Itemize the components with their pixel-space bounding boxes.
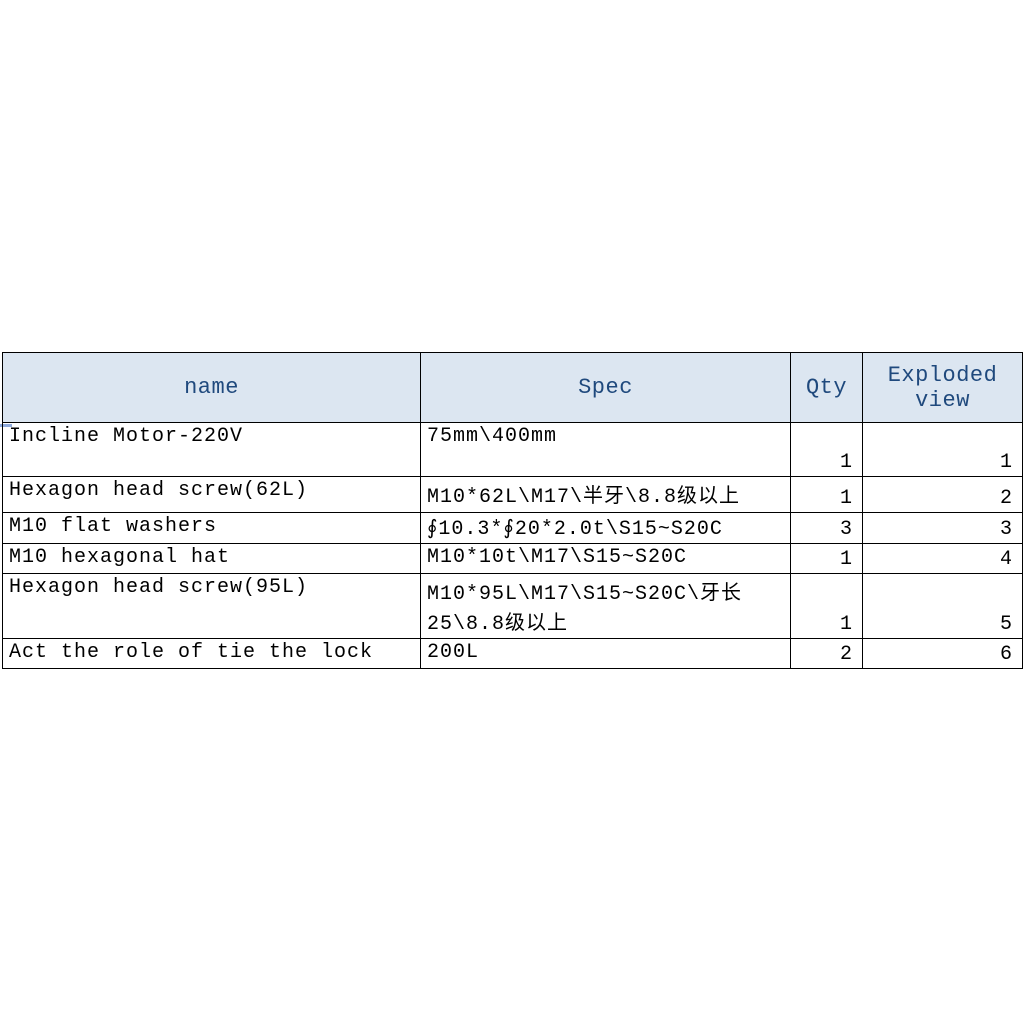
header-qty: Qty (791, 353, 863, 423)
cell-qty: 1 (791, 574, 863, 639)
cell-name: Act the role of tie the lock (3, 639, 421, 669)
header-spec: Spec (421, 353, 791, 423)
cell-spec: M10*10t\M17\S15~S20C (421, 544, 791, 574)
table-body: Incline Motor-220V 75mm\400mm 1 1 Hexago… (3, 423, 1023, 669)
cell-spec: 200L (421, 639, 791, 669)
table-row: Hexagon head screw(62L) M10*62L\M17\半牙\8… (3, 477, 1023, 513)
header-view: Exploded view (863, 353, 1023, 423)
cell-spec: M10*95L\M17\S15~S20C\牙长25\8.8级以上 (421, 574, 791, 639)
header-name: name (3, 353, 421, 423)
parts-table-container: name Spec Qty Exploded view Incline Moto… (2, 352, 1022, 669)
cell-view: 5 (863, 574, 1023, 639)
header-row: name Spec Qty Exploded view (3, 353, 1023, 423)
cell-name: Hexagon head screw(95L) (3, 574, 421, 639)
cell-name: M10 flat washers (3, 513, 421, 544)
cell-spec: ∮10.3*∮20*2.0t\S15~S20C (421, 513, 791, 544)
cell-view: 1 (863, 423, 1023, 477)
table-row: M10 hexagonal hat M10*10t\M17\S15~S20C 1… (3, 544, 1023, 574)
cell-view: 2 (863, 477, 1023, 513)
table-head: name Spec Qty Exploded view (3, 353, 1023, 423)
cell-spec: 75mm\400mm (421, 423, 791, 477)
cell-qty: 3 (791, 513, 863, 544)
cell-name: M10 hexagonal hat (3, 544, 421, 574)
cell-name: Incline Motor-220V (3, 423, 421, 477)
parts-table: name Spec Qty Exploded view Incline Moto… (2, 352, 1023, 669)
cell-qty: 1 (791, 423, 863, 477)
cell-view: 6 (863, 639, 1023, 669)
table-row: Incline Motor-220V 75mm\400mm 1 1 (3, 423, 1023, 477)
cell-view: 3 (863, 513, 1023, 544)
table-row: Hexagon head screw(95L) M10*95L\M17\S15~… (3, 574, 1023, 639)
cell-view: 4 (863, 544, 1023, 574)
table-row: Act the role of tie the lock 200L 2 6 (3, 639, 1023, 669)
cell-qty: 1 (791, 477, 863, 513)
cell-name: Hexagon head screw(62L) (3, 477, 421, 513)
cell-qty: 1 (791, 544, 863, 574)
table-row: M10 flat washers ∮10.3*∮20*2.0t\S15~S20C… (3, 513, 1023, 544)
cell-spec: M10*62L\M17\半牙\8.8级以上 (421, 477, 791, 513)
cell-qty: 2 (791, 639, 863, 669)
